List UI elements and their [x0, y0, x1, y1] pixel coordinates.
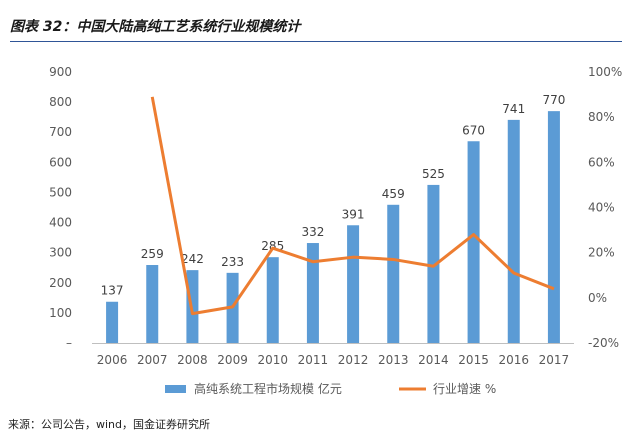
bar — [146, 265, 159, 343]
line-series — [150, 96, 555, 316]
left-tick-label: 500 — [49, 185, 72, 199]
bar-value-label: 137 — [101, 284, 124, 298]
source-note: 来源：公司公告，wind，国金证券研究所 — [8, 418, 211, 431]
bar — [547, 111, 560, 344]
left-tick-label: 300 — [49, 246, 72, 260]
x-tick-label: 2017 — [539, 353, 570, 367]
left-tick-label: 400 — [49, 216, 72, 230]
x-tick-label: 2014 — [418, 353, 449, 367]
bar-value-label: 233 — [221, 255, 244, 269]
left-axis: – 100 200 300 400 500 600 700 800 900 — [49, 65, 72, 350]
right-tick-label: 20% — [588, 246, 615, 260]
growth-line — [150, 96, 555, 316]
x-tick-label: 2013 — [378, 353, 409, 367]
legend-bar-label: 高纯系统工程市场规模 亿元 — [194, 381, 342, 396]
left-tick-label: 700 — [49, 125, 72, 139]
x-axis: 2006 2007 2008 2009 2010 2011 2012 2013 2014 2015… — [92, 343, 574, 367]
bar-value-label: 525 — [422, 167, 445, 181]
bar — [347, 225, 360, 343]
bar — [427, 184, 440, 343]
title-rule — [10, 41, 622, 42]
bar-value-label: 459 — [382, 187, 405, 201]
legend: 高纯系统工程市场规模 亿元 行业增速 % — [165, 381, 496, 396]
left-tick-label: 800 — [49, 95, 72, 109]
x-tick-label: 2009 — [217, 353, 248, 367]
bar-value-label: 770 — [542, 93, 565, 107]
bar-value-label: 242 — [181, 252, 204, 266]
bar — [387, 204, 400, 343]
x-tick-label: 2011 — [298, 353, 329, 367]
right-tick-label: 0% — [588, 291, 607, 305]
left-tick-label: 200 — [49, 276, 72, 290]
bar-value-label: 391 — [342, 207, 365, 221]
x-tick-label: 2015 — [458, 353, 489, 367]
x-tick-label: 2010 — [257, 353, 288, 367]
x-tick-label: 2007 — [137, 353, 168, 367]
bar-value-label: 332 — [301, 225, 324, 239]
bar-value-label: 259 — [141, 247, 164, 261]
left-tick-label: 900 — [49, 65, 72, 79]
right-tick-label: 100% — [588, 65, 622, 79]
x-tick-label: 2006 — [97, 353, 128, 367]
left-tick-label: 600 — [49, 155, 72, 169]
bar — [507, 119, 520, 343]
right-tick-label: -20% — [588, 336, 619, 350]
x-tick-label: 2012 — [338, 353, 369, 367]
bar-value-label: 741 — [502, 102, 525, 116]
chart-title: 图表 32：中国大陆高纯工艺系统行业规模统计 — [10, 19, 301, 35]
bar-series — [106, 111, 560, 344]
bar — [467, 141, 480, 343]
legend-bar-swatch — [165, 385, 186, 393]
bar — [106, 301, 119, 343]
right-tick-label: 60% — [588, 155, 615, 169]
bar — [266, 257, 279, 343]
right-axis: -20% 0% 20% 40% 60% 80% 100% — [588, 65, 622, 350]
right-tick-label: 80% — [588, 110, 615, 124]
x-tick-label: 2008 — [177, 353, 208, 367]
legend-line-label: 行业增速 % — [433, 382, 496, 396]
left-tick-label: 100 — [49, 306, 72, 320]
right-tick-label: 40% — [588, 201, 615, 215]
x-tick-label: 2016 — [498, 353, 529, 367]
left-tick-label: – — [66, 336, 72, 350]
bar — [306, 243, 319, 343]
bar-value-label: 670 — [462, 123, 485, 137]
